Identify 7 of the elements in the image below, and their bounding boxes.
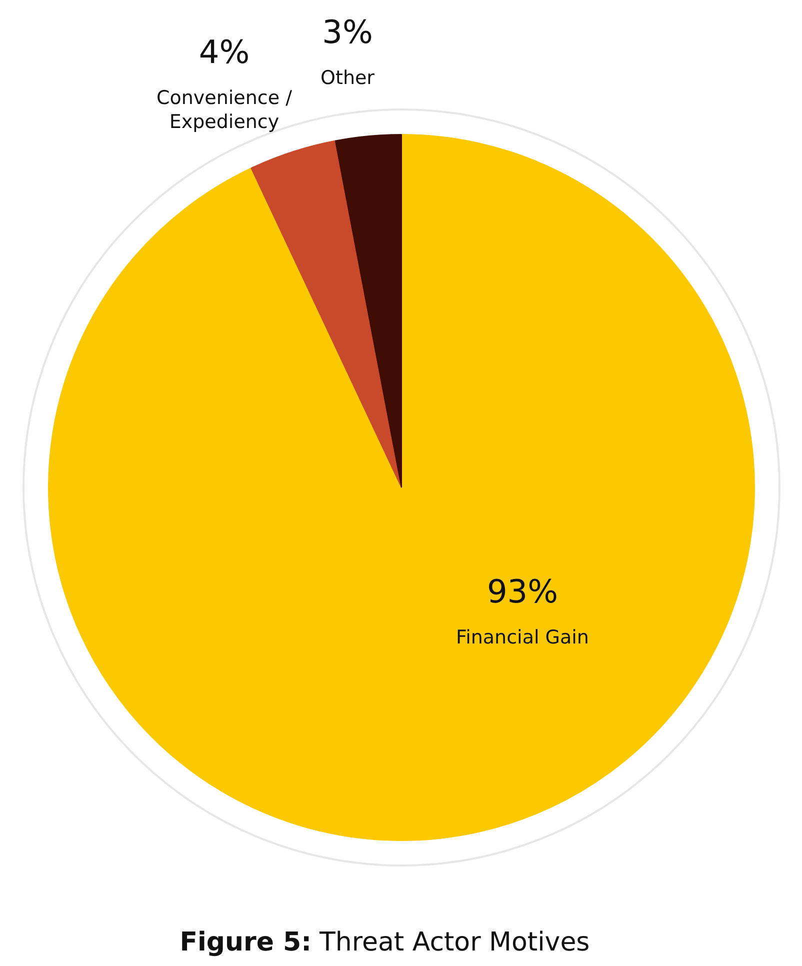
text: Figure 5: Threat Actor Motives	[180, 928, 590, 958]
slice-label: Convenience / Expediency	[156, 86, 293, 133]
slice-label: Other	[320, 67, 375, 90]
data-label: 4%	[198, 32, 250, 71]
data-label: 3%	[322, 13, 373, 52]
data-label: 93%	[486, 572, 558, 610]
slice-label: Financial Gain	[456, 626, 589, 648]
